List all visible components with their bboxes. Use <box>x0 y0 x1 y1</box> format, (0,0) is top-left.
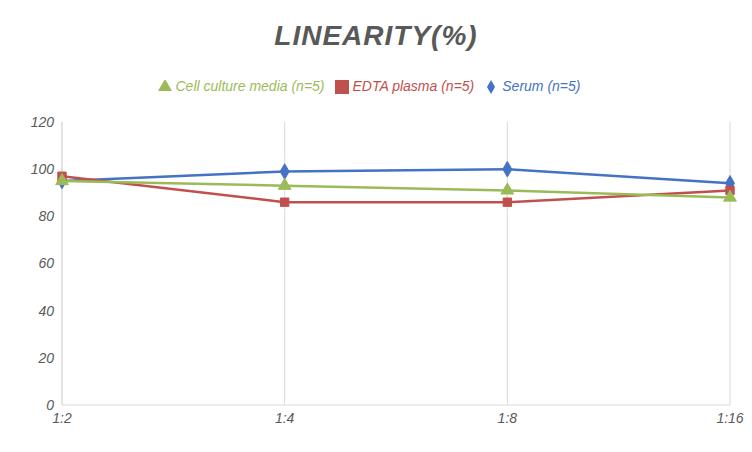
html-text:Serum (n=5): Serum (n=5) <box>502 78 581 94</box>
svg-text:20: 20 <box>37 350 54 366</box>
svg-text:40: 40 <box>38 303 54 319</box>
svg-text:1:2: 1:2 <box>52 410 72 426</box>
html-text:Cell culture media (n=5): Cell culture media (n=5) <box>175 78 325 94</box>
svg-text:60: 60 <box>38 255 54 271</box>
svg-text:80: 80 <box>38 208 54 224</box>
svg-text:100: 100 <box>31 161 55 177</box>
svg-text:1:8: 1:8 <box>498 410 518 426</box>
svg-text:1:16: 1:16 <box>716 410 743 426</box>
svg-text:120: 120 <box>31 114 55 130</box>
svg-text:1:4: 1:4 <box>275 410 295 426</box>
svg-text:0: 0 <box>46 397 54 413</box>
html-text:LINEARITY(%): LINEARITY(%) <box>274 20 478 51</box>
html-text:EDTA plasma (n=5): EDTA plasma (n=5) <box>352 78 475 94</box>
